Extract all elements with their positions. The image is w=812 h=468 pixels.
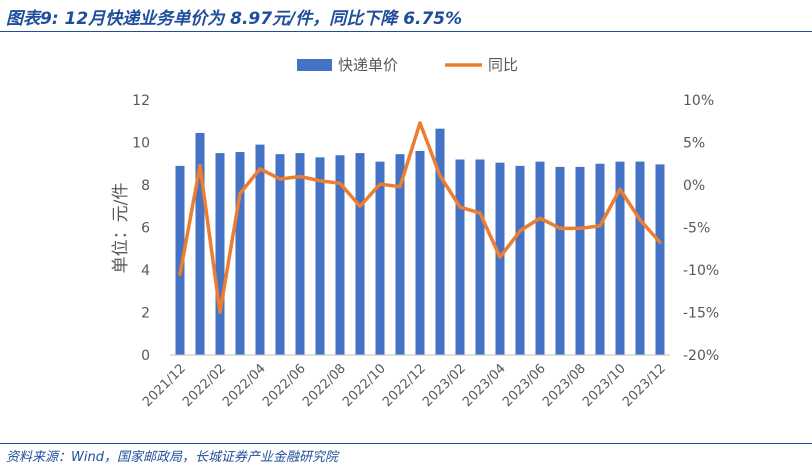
x-tick-label: 2023/12 [620, 361, 669, 410]
bar-2022/04 [255, 144, 265, 355]
line-point-2023/01 [438, 174, 442, 178]
bar-2021/12 [175, 165, 185, 355]
line-point-2022/10 [378, 182, 382, 186]
bar-2023/09 [595, 163, 605, 355]
y-left-tick-label: 8 [141, 178, 150, 194]
line-point-2023/09 [598, 224, 602, 228]
bar-2023/12 [655, 164, 665, 355]
line-point-2022/01 [198, 163, 202, 167]
bar-2023/11 [635, 161, 645, 355]
line-point-2022/03 [238, 192, 242, 195]
line-point-2022/06 [298, 175, 302, 178]
x-tick-label: 2022/06 [260, 361, 309, 410]
line-point-2023/07 [558, 226, 562, 230]
line-point-2023/03 [478, 211, 482, 215]
x-tick-label: 2022/08 [300, 361, 349, 410]
line-point-2023/12 [658, 240, 662, 244]
y-left-tick-label: 4 [141, 263, 150, 279]
y-right-tick-label: -15% [683, 306, 719, 322]
bar-2023/01 [435, 128, 445, 355]
y-left-tick-label: 10 [132, 136, 150, 152]
line-point-2022/08 [338, 181, 342, 185]
bar-2022/12 [415, 151, 425, 355]
bar-2022/10 [375, 161, 385, 355]
title-rule [0, 31, 812, 32]
line-point-2022/05 [278, 177, 282, 181]
bar-2022/05 [275, 154, 285, 355]
line-point-2022/04 [258, 167, 262, 171]
x-tick-label: 2022/12 [380, 361, 429, 410]
y-right-tick-label: 0% [683, 178, 705, 194]
x-tick-label: 2023/10 [580, 361, 629, 410]
bar-2022/03 [235, 152, 245, 355]
bar-2023/05 [515, 165, 525, 355]
line-point-2021/12 [178, 272, 182, 276]
line-point-2023/04 [498, 255, 502, 259]
page-title: 图表9: 12月快递业务单价为 8.97元/件，同比下降 6.75% [6, 9, 463, 29]
bar-2023/03 [475, 159, 485, 355]
y-right-tick-label: 5% [683, 136, 705, 152]
x-tick-label: 2023/02 [420, 361, 469, 410]
x-tick-label: 2022/02 [180, 361, 229, 410]
bar-2023/08 [575, 166, 585, 355]
y-left-tick-label: 6 [141, 221, 150, 237]
source-note: 资料来源：Wind，国家邮政局，长城证券产业金融研究院 [6, 450, 338, 465]
y-right-tick-label: -20% [683, 348, 719, 364]
line-point-2022/11 [398, 185, 402, 189]
y-left-tick-label: 0 [141, 348, 150, 364]
bar-2022/07 [315, 157, 325, 355]
bar-2023/10 [615, 161, 625, 355]
bar-2023/07 [555, 166, 565, 355]
line-point-2023/10 [618, 187, 622, 191]
line-point-2022/02 [218, 311, 222, 314]
bar-2022/02 [215, 153, 225, 355]
y-left-tick-label: 12 [132, 93, 150, 109]
chart: 2021/122022/022022/042022/062022/082022/… [111, 56, 719, 410]
bar-2022/01 [195, 132, 205, 355]
legend-swatch-bar [297, 59, 332, 71]
x-tick-label: 2023/06 [500, 361, 549, 410]
line-point-2022/07 [318, 179, 322, 183]
y-left-tick-label: 2 [141, 306, 150, 322]
source-rule [0, 443, 812, 444]
bar-2023/06 [535, 161, 545, 355]
bar-2023/02 [455, 159, 465, 355]
x-tick-label: 2023/04 [460, 361, 509, 410]
line-point-2023/02 [458, 205, 462, 209]
line-point-2022/12 [418, 121, 422, 125]
line-point-2023/11 [638, 218, 642, 222]
line-point-2023/05 [518, 229, 522, 233]
y-right-tick-label: 10% [683, 93, 714, 109]
y-right-tick-label: -5% [683, 221, 710, 237]
legend-label-bar: 快递单价 [338, 56, 398, 74]
y-right-tick-label: -10% [683, 263, 719, 279]
bar-2022/06 [295, 153, 305, 355]
legend-label-line: 同比 [488, 56, 518, 74]
bar-2022/08 [335, 155, 345, 355]
x-tick-label: 2021/12 [140, 361, 189, 410]
x-tick-label: 2022/10 [340, 361, 389, 410]
bar-2022/09 [355, 153, 365, 355]
line-point-2022/09 [358, 204, 362, 208]
line-point-2023/08 [578, 226, 582, 230]
x-tick-label: 2023/08 [540, 361, 589, 410]
y-axis-title: 单位：元/件 [111, 183, 131, 274]
x-tick-label: 2022/04 [220, 361, 269, 410]
line-point-2023/06 [538, 216, 542, 220]
bar-2022/11 [395, 154, 405, 355]
